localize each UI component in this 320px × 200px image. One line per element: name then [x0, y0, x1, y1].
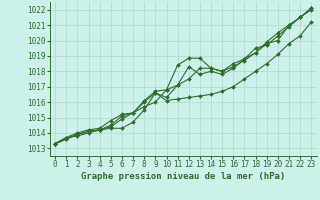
X-axis label: Graphe pression niveau de la mer (hPa): Graphe pression niveau de la mer (hPa) — [81, 172, 285, 181]
